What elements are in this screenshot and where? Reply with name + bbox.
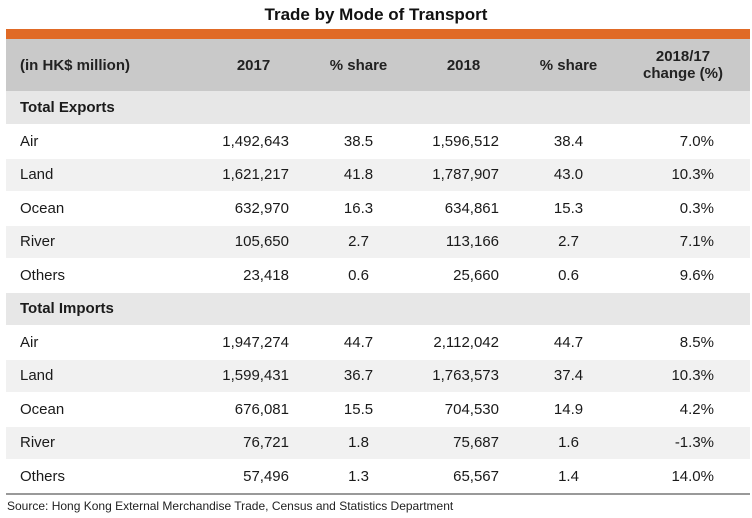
cell-mode: Land xyxy=(6,158,196,192)
accent-bar xyxy=(6,29,750,39)
cell-change: 7.0% xyxy=(616,124,750,159)
cell-value-2018: 704,530 xyxy=(406,392,521,427)
bottom-rule xyxy=(6,493,750,495)
table-body: Total Exports Air 1,492,643 38.5 1,596,512 38… xyxy=(6,91,750,494)
cell-share-2018: 14.9 xyxy=(521,392,616,427)
cell-value-2017: 632,970 xyxy=(196,191,311,226)
cell-share-2017: 38.5 xyxy=(311,124,406,159)
table-row: Others 57,496 1.3 65,567 1.4 14.0% xyxy=(6,459,750,494)
cell-share-2017: 1.3 xyxy=(311,459,406,494)
cell-share-2017: 2.7 xyxy=(311,225,406,259)
cell-change: 4.2% xyxy=(616,392,750,427)
cell-value-2018: 75,687 xyxy=(406,426,521,460)
header-change-line1: 2018/17 xyxy=(655,48,711,65)
cell-change: 0.3% xyxy=(616,191,750,226)
table-row: Ocean 676,081 15.5 704,530 14.9 4.2% xyxy=(6,392,750,427)
cell-value-2018: 1,787,907 xyxy=(406,158,521,192)
cell-share-2018: 43.0 xyxy=(521,158,616,192)
section-row: Total Imports xyxy=(6,292,750,326)
cell-change: 10.3% xyxy=(616,359,750,393)
cell-value-2018: 1,596,512 xyxy=(406,124,521,159)
cell-share-2018: 1.6 xyxy=(521,426,616,460)
cell-share-2017: 44.7 xyxy=(311,325,406,360)
cell-mode: Ocean xyxy=(6,191,196,226)
trade-table: (in HK$ million) 2017 % share 2018 % sha… xyxy=(6,39,750,494)
header-2018: 2018 xyxy=(446,56,481,74)
source-note: Source: Hong Kong External Merchandise T… xyxy=(7,499,454,513)
cell-change: 7.1% xyxy=(616,225,750,259)
cell-share-2018: 2.7 xyxy=(521,225,616,259)
cell-value-2018: 2,112,042 xyxy=(406,325,521,360)
cell-value-2018: 1,763,573 xyxy=(406,359,521,393)
cell-change: 14.0% xyxy=(616,459,750,494)
header-share-2018: % share xyxy=(539,56,598,74)
header-change: 2018/17 change (%) xyxy=(616,39,750,91)
table-row: River 76,721 1.8 75,687 1.6 -1.3% xyxy=(6,426,750,460)
cell-value-2018: 65,567 xyxy=(406,459,521,494)
table-row: Others 23,418 0.6 25,660 0.6 9.6% xyxy=(6,258,750,293)
cell-value-2017: 1,599,431 xyxy=(196,359,311,393)
table-row: River 105,650 2.7 113,166 2.7 7.1% xyxy=(6,225,750,259)
cell-share-2018: 1.4 xyxy=(521,459,616,494)
header-unit: (in HK$ million) xyxy=(20,56,130,74)
cell-share-2017: 41.8 xyxy=(311,158,406,192)
cell-value-2017: 76,721 xyxy=(196,426,311,460)
cell-share-2017: 16.3 xyxy=(311,191,406,226)
cell-share-2018: 37.4 xyxy=(521,359,616,393)
cell-change: 9.6% xyxy=(616,258,750,293)
header-share-2017: % share xyxy=(329,56,388,74)
cell-mode: Ocean xyxy=(6,392,196,427)
cell-share-2018: 0.6 xyxy=(521,258,616,293)
cell-mode: Others xyxy=(6,459,196,494)
table-row: Land 1,621,217 41.8 1,787,907 43.0 10.3% xyxy=(6,158,750,192)
cell-share-2017: 15.5 xyxy=(311,392,406,427)
section-row: Total Exports xyxy=(6,91,750,125)
cell-share-2017: 1.8 xyxy=(311,426,406,460)
cell-value-2018: 25,660 xyxy=(406,258,521,293)
header-change-line2: change (%) xyxy=(642,65,723,82)
header-2017: 2017 xyxy=(236,56,271,74)
table-row: Land 1,599,431 36.7 1,763,573 37.4 10.3% xyxy=(6,359,750,393)
cell-mode: Air xyxy=(6,124,196,159)
header-row: (in HK$ million) 2017 % share 2018 % sha… xyxy=(6,39,750,91)
cell-value-2017: 1,621,217 xyxy=(196,158,311,192)
cell-value-2018: 634,861 xyxy=(406,191,521,226)
cell-change: 10.3% xyxy=(616,158,750,192)
cell-value-2018: 113,166 xyxy=(406,225,521,259)
table-row: Ocean 632,970 16.3 634,861 15.3 0.3% xyxy=(6,191,750,226)
cell-mode: River xyxy=(6,426,196,460)
section-label: Total Imports xyxy=(6,292,750,326)
cell-share-2018: 38.4 xyxy=(521,124,616,159)
section-label: Total Exports xyxy=(6,91,750,125)
cell-change: -1.3% xyxy=(616,426,750,460)
cell-mode: River xyxy=(6,225,196,259)
table-row: Air 1,492,643 38.5 1,596,512 38.4 7.0% xyxy=(6,124,750,159)
cell-mode: Others xyxy=(6,258,196,293)
cell-value-2017: 676,081 xyxy=(196,392,311,427)
cell-mode: Air xyxy=(6,325,196,360)
cell-change: 8.5% xyxy=(616,325,750,360)
cell-share-2017: 36.7 xyxy=(311,359,406,393)
cell-value-2017: 105,650 xyxy=(196,225,311,259)
cell-value-2017: 57,496 xyxy=(196,459,311,494)
table-title: Trade by Mode of Transport xyxy=(264,5,488,24)
cell-value-2017: 23,418 xyxy=(196,258,311,293)
cell-share-2017: 0.6 xyxy=(311,258,406,293)
cell-mode: Land xyxy=(6,359,196,393)
table-row: Air 1,947,274 44.7 2,112,042 44.7 8.5% xyxy=(6,325,750,360)
cell-value-2017: 1,947,274 xyxy=(196,325,311,360)
cell-share-2018: 44.7 xyxy=(521,325,616,360)
cell-share-2018: 15.3 xyxy=(521,191,616,226)
cell-value-2017: 1,492,643 xyxy=(196,124,311,159)
